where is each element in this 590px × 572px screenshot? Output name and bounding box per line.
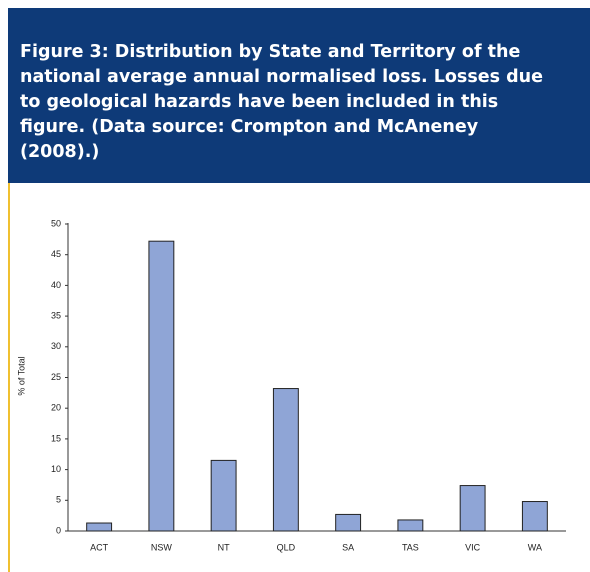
x-tick-label: TAS <box>402 542 419 552</box>
chart-title: Figure 3: Distribution by State and Terr… <box>8 8 590 183</box>
y-tick-label: 15 <box>51 433 61 443</box>
bar <box>459 485 486 532</box>
x-tick-label: WA <box>528 542 542 552</box>
y-tick-label: 0 <box>56 525 61 535</box>
y-tick-label: 10 <box>51 464 61 474</box>
y-tick-label: 35 <box>51 310 61 320</box>
bar <box>272 388 299 532</box>
side-rule <box>8 183 10 572</box>
y-tick-label: 50 <box>51 218 61 228</box>
x-tick-label: SA <box>342 542 354 552</box>
y-tick-label: 45 <box>51 249 61 259</box>
bar <box>148 240 175 532</box>
y-tick-label: 5 <box>56 495 61 505</box>
y-axis-label: % of Total <box>16 356 26 395</box>
bar <box>210 459 237 532</box>
bar <box>521 501 548 532</box>
x-tick-label: QLD <box>277 542 296 552</box>
y-tick-label: 20 <box>51 403 61 413</box>
y-tick-label: 40 <box>51 280 61 290</box>
x-tick-label: ACT <box>90 542 109 552</box>
bar <box>86 522 113 532</box>
y-tick-label: 30 <box>51 341 61 351</box>
y-tick-label: 25 <box>51 372 61 382</box>
x-tick-label: NT <box>218 542 230 552</box>
x-tick-label: VIC <box>465 542 481 552</box>
bar <box>397 519 424 532</box>
x-tick-label: NSW <box>151 542 173 552</box>
bar <box>335 513 362 532</box>
